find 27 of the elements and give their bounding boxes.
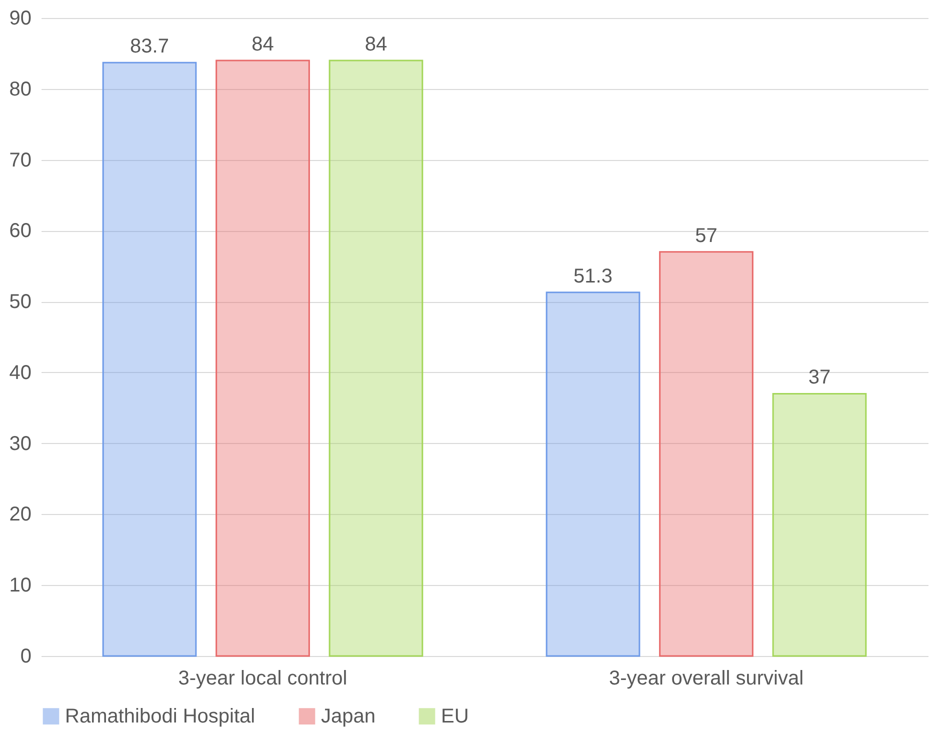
y-tick-label: 10 (9, 574, 32, 597)
legend-label: EU (441, 705, 469, 728)
bar (772, 392, 867, 657)
data-label: 57 (695, 224, 718, 247)
data-label: 83.7 (130, 36, 169, 58)
bar (328, 60, 424, 657)
y-tick-label: 90 (9, 8, 32, 30)
bar (659, 251, 754, 657)
legend-label: Japan (321, 705, 376, 728)
y-tick-label: 30 (9, 432, 32, 455)
y-tick-label: 0 (20, 646, 32, 668)
y-tick-label: 50 (9, 291, 32, 314)
bar (216, 60, 310, 657)
bar (102, 62, 197, 657)
y-tick-label: 60 (9, 220, 32, 242)
y-tick-label: 70 (9, 149, 32, 172)
data-label: 51.3 (574, 265, 612, 288)
data-label: 84 (252, 34, 274, 56)
bar (546, 292, 640, 657)
data-label: 84 (364, 34, 388, 56)
data-label: 37 (808, 366, 831, 389)
x-tick-label: 3-year local control (178, 668, 348, 690)
x-tick-label: 3-year overall survival (608, 668, 804, 690)
y-tick-label: 80 (9, 78, 32, 100)
legend-label: Ramathibodi Hospital (65, 705, 256, 728)
y-tick-label: 20 (9, 504, 32, 526)
y-tick-label: 40 (9, 362, 32, 384)
